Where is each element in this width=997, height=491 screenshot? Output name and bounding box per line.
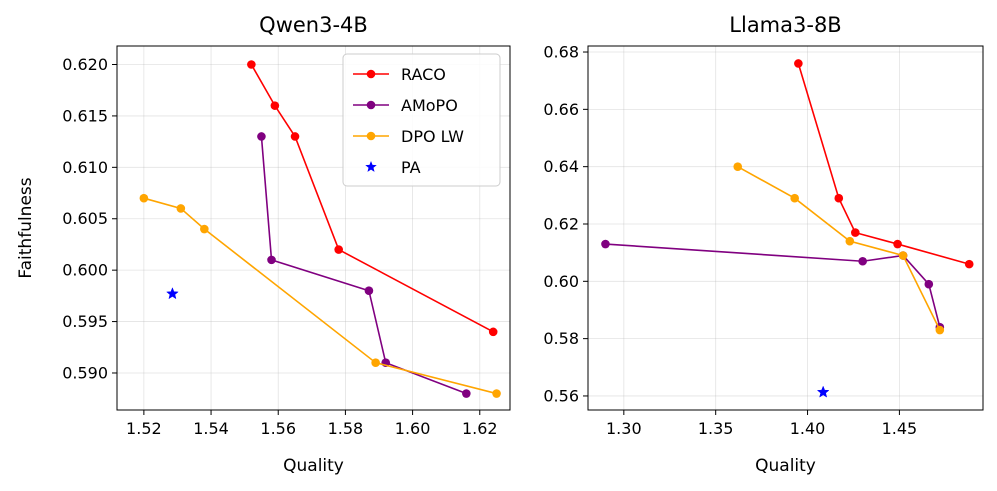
y-tick-label: 0.590	[62, 363, 108, 382]
x-tick-label: 1.45	[882, 419, 918, 438]
data-point-amopo	[267, 255, 276, 265]
data-point-amopo	[462, 389, 471, 398]
plot-area-frame	[587, 45, 984, 411]
x-tick-label: 1.62	[462, 419, 498, 438]
y-tick-label: 0.610	[62, 158, 108, 177]
legend-marker-raco	[366, 69, 376, 79]
series-line-raco	[797, 63, 970, 265]
x-tick-label: 1.52	[126, 419, 162, 438]
data-point-dpo-lw	[935, 325, 945, 335]
y-tick-label: 0.620	[62, 55, 108, 74]
data-point-dpo-lw	[200, 224, 209, 234]
data-point-raco	[893, 239, 902, 249]
y-tick-label: 0.60	[543, 272, 579, 291]
data-point-dpo-lw	[790, 193, 799, 203]
x-axis-label: Quality	[755, 456, 816, 476]
chart-panel-llama3-8b: 1.30 1.35 1.40 1.45 0.56 0.58 0.60 0.62 0.64 0.66…	[543, 13, 984, 476]
data-point-raco	[290, 132, 300, 141]
data-point-dpo-lw	[176, 204, 186, 213]
data-point-dpo-lw	[492, 389, 501, 398]
y-tick-label: 0.615	[62, 106, 108, 125]
legend-marker-pa	[365, 161, 377, 172]
legend-box	[342, 53, 501, 187]
data-point-pa	[166, 287, 179, 300]
data-point-dpo-lw	[139, 193, 149, 203]
x-tick-label: 1.56	[260, 419, 296, 438]
data-point-raco	[488, 327, 498, 337]
data-point-raco	[834, 193, 844, 203]
series-line-dpo-lw	[143, 197, 497, 395]
legend-label-dpo-lw: DPO LW	[401, 127, 464, 146]
data-point-raco	[851, 228, 860, 237]
y-tick-label: 0.600	[62, 261, 108, 280]
y-tick-label: 0.62	[543, 214, 579, 233]
legend: RACO AMoPO DPO LW PA	[342, 53, 501, 187]
chart-panel-qwen3-4b: 1.52 1.54 1.56 1.58 1.60 1.62 0.590 0.595 0.600 0…	[16, 13, 511, 476]
y-tick-label: 0.64	[543, 157, 579, 176]
legend-label-raco: RACO	[401, 65, 446, 84]
data-point-raco	[794, 59, 803, 68]
data-point-pa	[816, 385, 830, 398]
data-point-amopo	[257, 132, 266, 141]
x-tick-label: 1.35	[698, 419, 734, 438]
x-axis-label: Quality	[283, 456, 344, 476]
y-tick-label: 0.56	[543, 386, 579, 405]
data-point-raco	[270, 101, 280, 110]
y-tick-label: 0.595	[62, 312, 108, 331]
data-point-amopo	[924, 279, 934, 289]
y-axis-label: Faithfulness	[16, 177, 36, 278]
series-line-dpo-lw	[737, 165, 941, 331]
y-tick-label: 0.58	[543, 329, 579, 348]
data-point-dpo-lw	[898, 251, 908, 260]
x-tick-label: 1.30	[606, 419, 642, 438]
data-point-raco	[964, 259, 974, 269]
chart-title: Qwen3-4B	[259, 13, 368, 37]
y-tick-label: 0.605	[62, 209, 108, 228]
x-tick-label: 1.54	[193, 419, 229, 438]
legend-label-pa: PA	[401, 158, 421, 177]
data-point-amopo	[858, 256, 867, 266]
chart-title: Llama3-8B	[729, 13, 841, 37]
legend-marker-dpo-lw	[366, 131, 376, 141]
data-point-dpo-lw	[733, 162, 743, 171]
legend-marker-amopo	[366, 100, 376, 110]
x-tick-label: 1.60	[395, 419, 431, 438]
y-tick-label: 0.68	[543, 43, 579, 62]
data-point-dpo-lw	[371, 358, 380, 368]
data-point-amopo	[601, 239, 610, 249]
data-point-amopo	[364, 286, 374, 296]
data-point-raco	[247, 60, 256, 69]
legend-label-amopo: AMoPO	[401, 96, 458, 115]
series-line-amopo	[605, 243, 941, 328]
data-point-raco	[334, 245, 343, 254]
x-tick-label: 1.40	[790, 419, 826, 438]
x-tick-label: 1.58	[328, 419, 364, 438]
data-point-dpo-lw	[845, 236, 855, 246]
plot-area-frame	[116, 45, 511, 411]
y-tick-label: 0.66	[543, 100, 579, 119]
